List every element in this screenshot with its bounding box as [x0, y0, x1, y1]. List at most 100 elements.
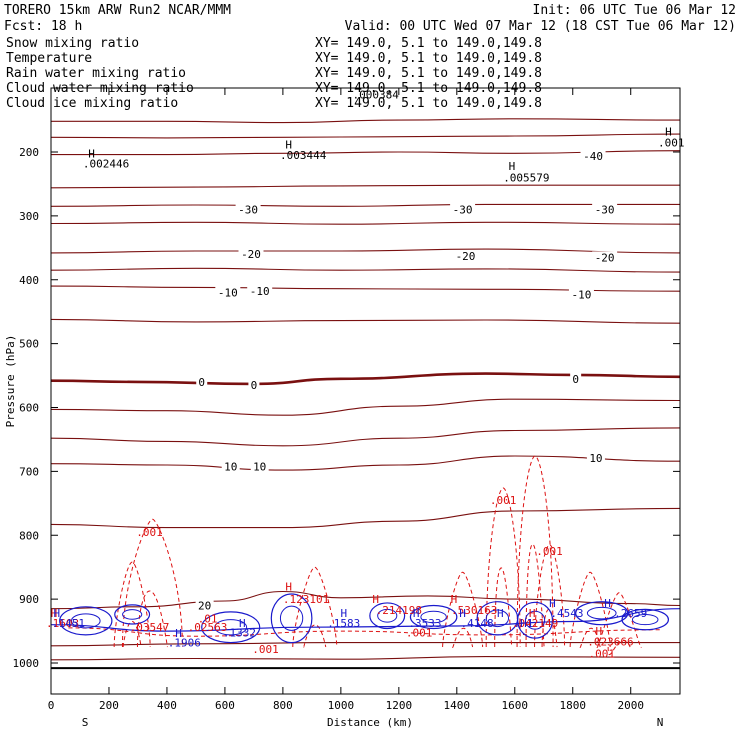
- field-xy-rain: XY= 149.0, 5.1 to 149.0,149.8: [315, 66, 542, 81]
- isotherm-line: [50, 398, 681, 416]
- cloud-water-label: .1332: [223, 626, 256, 639]
- isotherm-line: [50, 372, 681, 386]
- isotherm-line: [51, 150, 681, 156]
- isotherm-line: [51, 118, 681, 124]
- x-tick-label: 800: [273, 699, 293, 712]
- cloud-water-label: H: [340, 607, 347, 620]
- rain-plume-inner-contour: [452, 628, 474, 648]
- y-tick-label: 600: [19, 402, 39, 415]
- cloud-water-label: H: [413, 607, 420, 620]
- isotherm-label: 0: [198, 376, 205, 389]
- isotherm-label: -40: [583, 150, 603, 163]
- cloud-ice-label: .000384: [352, 89, 399, 102]
- rain-contour-label: .530163: [451, 604, 497, 617]
- cloud-water-base-contour: [50, 608, 681, 632]
- isotherm-label-backing: [238, 248, 264, 261]
- forecast-hour: Fcst: 18 h: [4, 19, 82, 34]
- isotherm-label-backing: [247, 285, 273, 298]
- isotherm-label: -20: [456, 250, 476, 263]
- cloud-water-label: .3533: [408, 617, 441, 630]
- isotherm-label-backing: [568, 288, 594, 301]
- y-tick-label: 1000: [13, 657, 40, 670]
- cloud-water-label: .4543: [550, 607, 583, 620]
- cloud-water-contour: [201, 611, 261, 644]
- cloud-water-label: .2659: [614, 607, 647, 620]
- rain-contour-label: H: [451, 593, 458, 606]
- rain-contour-label: .023666: [587, 635, 633, 648]
- cloud-water-inner-contour: [631, 613, 659, 626]
- cloud-ice-label: .002446: [83, 157, 129, 170]
- x-tick-label: 400: [157, 699, 177, 712]
- cloud-ice-label: .001: [658, 136, 685, 149]
- y-tick-label: 200: [19, 146, 39, 159]
- rain-contour-label: .001: [252, 643, 279, 656]
- axes: 0 200 400 600 800 1000 1200 1400 1600 1800 2000200…: [13, 88, 680, 712]
- rain-plume-inner-contour: [494, 567, 513, 648]
- cloud-water-label: H: [604, 597, 611, 610]
- rain-plume-inner-contour: [607, 639, 631, 655]
- cloud-water-label: .1906: [168, 637, 201, 650]
- rain-contour-label: .001: [588, 647, 615, 660]
- y-tick-label: 300: [19, 210, 39, 223]
- field-name-temperature: Temperature: [6, 51, 92, 66]
- rain-plume-contour: [516, 455, 554, 648]
- rain-contour-label: .1603: [46, 617, 79, 630]
- south-end-label: S: [82, 716, 89, 729]
- rain-plume-inner-contour: [525, 543, 545, 648]
- isotherm-line: [50, 318, 681, 324]
- plot-frame: [50, 87, 681, 695]
- rain-contour-label: H: [51, 607, 58, 620]
- x-tick-label: 2000: [617, 699, 644, 712]
- field-legend: Snow mixing ratio XY= 149.0, 5.1 to 149.…: [6, 36, 542, 111]
- isotherm-label-backing: [221, 460, 240, 473]
- y-tick-label: 400: [19, 274, 39, 287]
- y-tick-label: 900: [19, 593, 39, 606]
- rain-plume-contour: [113, 561, 151, 648]
- isotherm-label-backing: [580, 149, 606, 162]
- isotherm-line: [50, 590, 681, 610]
- isotherm-label: 10: [253, 460, 266, 473]
- y-axis-title: Pressure (hPa): [4, 335, 17, 428]
- isotherm-label-backing: [586, 451, 605, 464]
- cloud-ice-label: .003444: [280, 149, 327, 162]
- rain-contour-label: .214198: [376, 604, 422, 617]
- cloud-water-inner-contour: [122, 609, 143, 620]
- field-xy-snow: XY= 149.0, 5.1 to 149.0,149.8: [315, 36, 542, 51]
- cloud-ice-label: H: [509, 160, 516, 173]
- cloud-water-inner-contour: [214, 619, 248, 636]
- cloud-water-label: .1451: [52, 617, 85, 630]
- cloud-water-label: .H1: [514, 617, 534, 630]
- temperature-isotherms: [50, 118, 681, 670]
- cloud-water-label: H: [497, 607, 504, 620]
- isotherm-label-backing: [195, 599, 214, 612]
- cloud-water-contour: [621, 608, 670, 631]
- rain-band-contour: [68, 627, 660, 637]
- cloud-water-contours: [50, 593, 681, 644]
- isotherm-label-backing: [215, 286, 241, 299]
- cloud-water-contour: [409, 604, 458, 630]
- isotherm-line: [50, 221, 681, 225]
- rain-plume-inner-contour: [136, 590, 168, 648]
- cloud-ice-label: H: [665, 126, 672, 139]
- isotherm-label-backing: [248, 379, 260, 392]
- init-time: Init: 06 UTC Tue 06 Mar 12: [533, 3, 737, 18]
- x-axis-title: Distance (km): [327, 716, 413, 729]
- cloud-water-label: H: [53, 607, 60, 620]
- cloud-water-label: .4148: [461, 617, 494, 630]
- y-tick-label: 800: [19, 529, 39, 542]
- rain-contour-label: .02563: [188, 621, 228, 634]
- rain-contour-label: .03547: [130, 621, 170, 634]
- cloud-water-contour: [369, 602, 406, 630]
- rain-contour-label: .01: [198, 612, 218, 625]
- rain-contour-label: .123101: [283, 593, 329, 606]
- rain-plume-contour: [442, 571, 484, 648]
- rain-contour-label: .001: [406, 626, 433, 639]
- isotherm-line: [50, 285, 681, 292]
- cloud-water-inner-contour: [485, 609, 510, 628]
- isotherm-label: 10: [589, 452, 602, 465]
- isotherm-line: [50, 203, 680, 207]
- cloud-water-contour: [517, 601, 554, 639]
- rain-plume-contour: [121, 518, 183, 648]
- isotherm-label-backing: [570, 372, 582, 385]
